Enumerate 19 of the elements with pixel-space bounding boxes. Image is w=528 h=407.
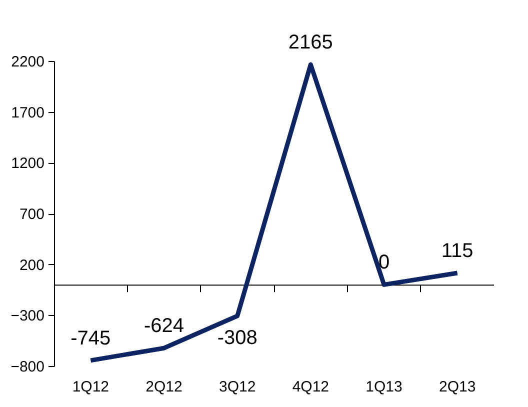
y-tick-label: 200 <box>19 256 44 274</box>
x-tick-label: 2Q12 <box>146 378 182 396</box>
x-tick-label: 3Q12 <box>218 378 256 396</box>
x-tick-label: 2Q13 <box>438 378 476 396</box>
y-tick-label: −800 <box>10 358 44 376</box>
y-tick-label: 1200 <box>11 155 44 172</box>
y-tick-label: −300 <box>10 308 44 325</box>
y-tick-label: 700 <box>19 206 44 223</box>
x-tick-label: 4Q12 <box>292 378 330 396</box>
data-label: 2165 <box>288 32 333 54</box>
data-label: 115 <box>441 240 474 262</box>
data-label: -308 <box>217 326 258 349</box>
data-label: -624 <box>144 315 184 338</box>
data-label: -745 <box>70 327 111 350</box>
data-label: 0 <box>378 252 390 274</box>
x-tick-label: 1Q12 <box>72 378 110 396</box>
y-tick-label: 1700 <box>11 104 44 122</box>
y-tick-label: 2200 <box>11 54 44 70</box>
x-tick-label: 1Q13 <box>366 378 402 396</box>
